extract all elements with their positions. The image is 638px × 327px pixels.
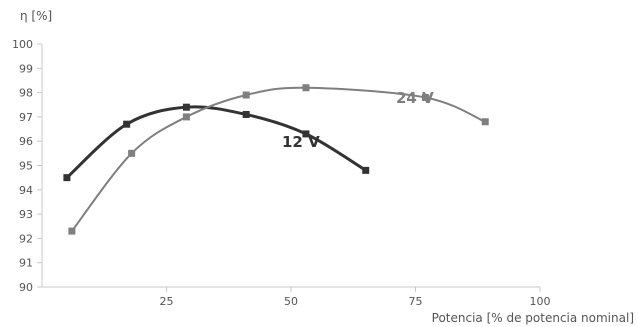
- x-axis-label: Potencia [% de potencia nominal]: [432, 311, 634, 325]
- y-tick-label: 100: [12, 38, 33, 51]
- series-label: 24 V: [396, 89, 434, 107]
- y-tick-label: 98: [19, 87, 33, 100]
- data-point-marker: [362, 166, 370, 174]
- y-tick-label: 93: [19, 208, 33, 221]
- data-point-marker: [302, 130, 310, 138]
- x-tick-label: 75: [409, 295, 423, 308]
- chart-axes: [37, 43, 541, 292]
- y-tick-label: 95: [19, 160, 33, 173]
- series-line: [65, 105, 367, 179]
- y-tick-label: 92: [19, 232, 33, 245]
- x-tick-label: 100: [530, 295, 551, 308]
- series-label: 12 V: [282, 133, 320, 151]
- data-point-marker: [302, 84, 310, 92]
- data-point-marker: [242, 110, 250, 118]
- y-tick-label: 99: [19, 62, 33, 75]
- y-tick-label: 94: [19, 184, 33, 197]
- data-point-marker: [421, 93, 429, 101]
- data-point-marker: [481, 118, 489, 126]
- series-group: 12 V 24 V: [63, 84, 489, 235]
- series-line: [71, 86, 486, 232]
- data-point-marker: [242, 91, 250, 99]
- x-tick-label: 50: [284, 295, 298, 308]
- y-tick-label: 91: [19, 257, 33, 270]
- data-point-marker: [63, 174, 71, 182]
- y-tick-label: 96: [19, 135, 33, 148]
- data-point-marker: [68, 227, 76, 235]
- y-tick-label: 90: [19, 281, 33, 294]
- tick-labels: 90 91 92 93 94 95 96 97 98 99 100 25 50 75 100: [12, 38, 551, 308]
- data-point-marker: [182, 113, 190, 121]
- x-tick-label: 25: [160, 295, 174, 308]
- data-point-marker: [128, 149, 136, 157]
- y-axis-label: η [%]: [20, 9, 52, 23]
- data-point-marker: [182, 103, 190, 111]
- y-tick-label: 97: [19, 111, 33, 124]
- data-point-marker: [123, 120, 131, 128]
